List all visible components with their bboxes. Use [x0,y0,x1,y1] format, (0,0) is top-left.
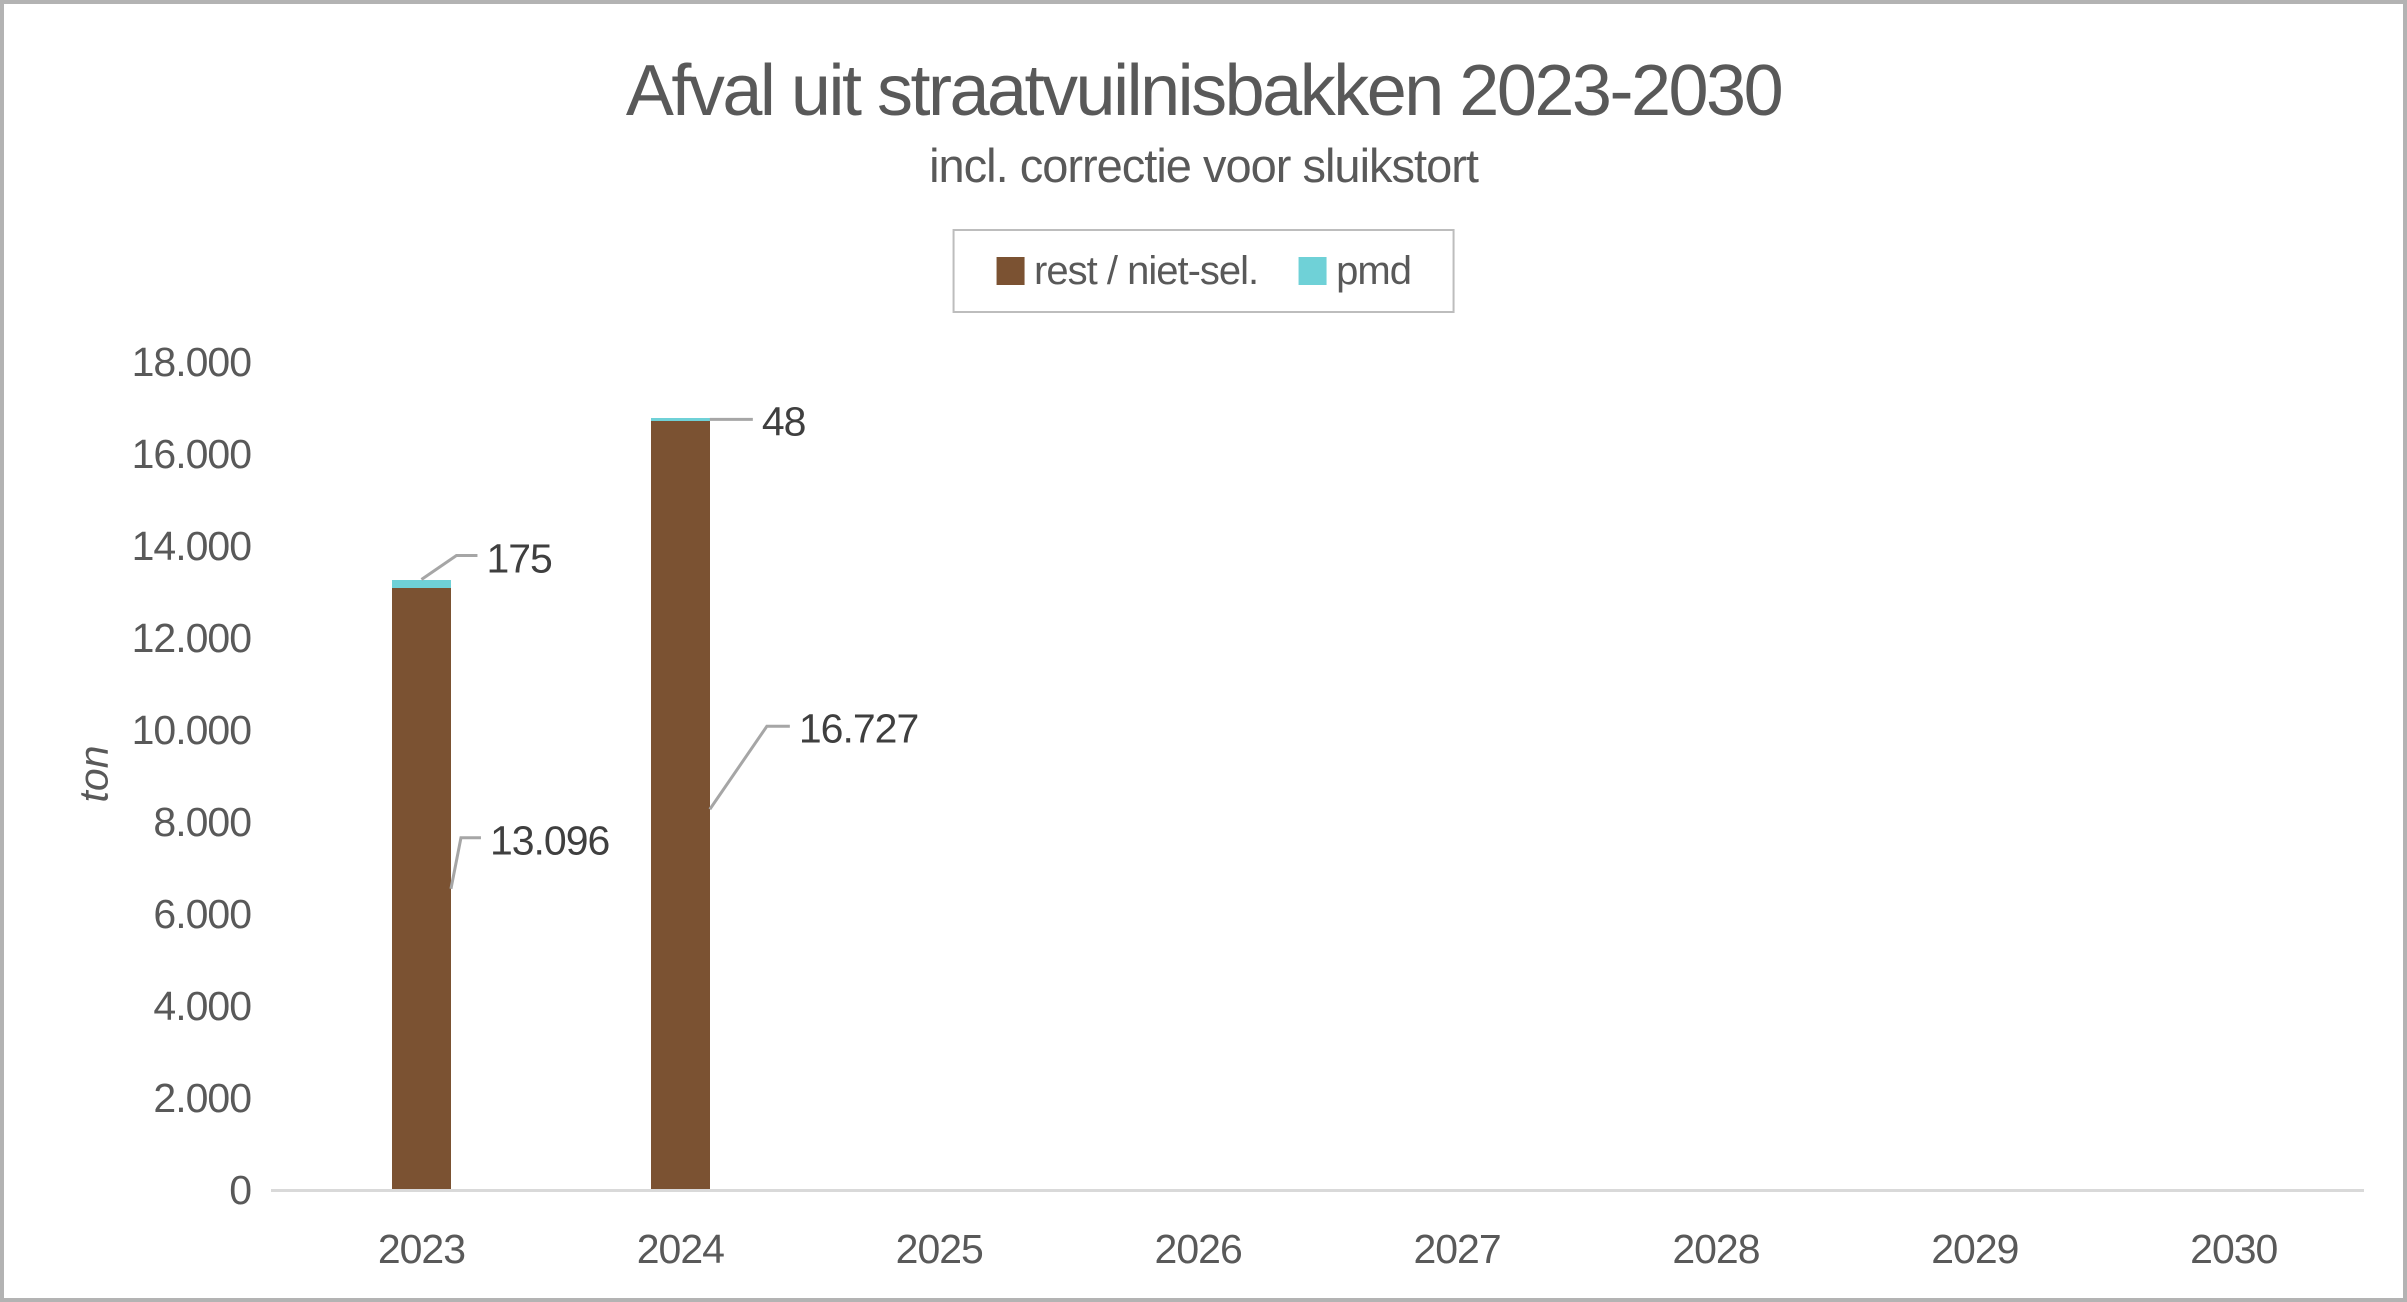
legend-item-rest: rest / niet-sel. [996,248,1259,294]
y-axis-tick-label: 6.000 [153,891,252,937]
y-axis-tick-label: 4.000 [153,983,252,1029]
data-label-2024-rest: 16.727 [798,705,919,752]
data-label-2023-pmd: 175 [486,535,552,582]
y-axis-tick-label: 16.000 [131,431,252,477]
y-axis-tick-label: 10.000 [131,707,252,753]
y-axis-tick-label: 14.000 [131,523,252,569]
legend-label-pmd: pmd [1336,248,1412,293]
bar-segment-rest-2023 [391,587,451,1190]
data-label-2024-pmd: 48 [761,398,807,445]
y-axis-title: ton [70,745,117,803]
y-axis-tick-label: 8.000 [153,799,252,845]
legend-swatch-pmd-icon [1298,257,1327,285]
x-axis-line [271,1189,2364,1192]
bar-segment-pmd-2023 [391,579,451,588]
data-label-leader-lines [420,417,790,890]
legend-swatch-rest-icon [996,257,1025,285]
leader-line-2023-rest [449,836,481,890]
bar-segment-rest-2024 [650,420,710,1190]
leader-line-2023-pmd [420,554,478,581]
x-axis-tick-label: 2030 [2190,1226,2278,1272]
x-axis-tick-label: 2025 [895,1226,984,1272]
legend-item-pmd: pmd [1298,248,1412,294]
bar-segment-pmd-2024 [650,418,710,421]
x-axis-tick-label: 2029 [1931,1226,2019,1272]
chart-title: Afval uit straatvuilnisbakken 2023-2030 [625,51,1784,131]
x-axis-tick-label: 2026 [1154,1226,1243,1272]
y-axis-tick-label: 12.000 [131,615,252,661]
chart-subtitle: incl. correctie voor sluikstort [929,139,1479,192]
x-axis-tick-label: 2028 [1672,1226,1760,1272]
y-axis-tick-label: 0 [229,1167,252,1213]
y-axis-tick-label: 18.000 [131,339,252,385]
y-axis-tick-label: 2.000 [153,1075,252,1121]
leader-line-2024-rest [708,724,790,811]
x-axis-tick-label: 2023 [377,1226,466,1272]
x-axis-tick-label: 2027 [1413,1226,1501,1272]
data-label-2023-rest: 13.096 [489,817,610,864]
legend: rest / niet-sel. pmd [952,229,1455,313]
legend-label-rest: rest / niet-sel. [1034,248,1259,293]
x-axis-tick-label: 2024 [636,1226,725,1272]
